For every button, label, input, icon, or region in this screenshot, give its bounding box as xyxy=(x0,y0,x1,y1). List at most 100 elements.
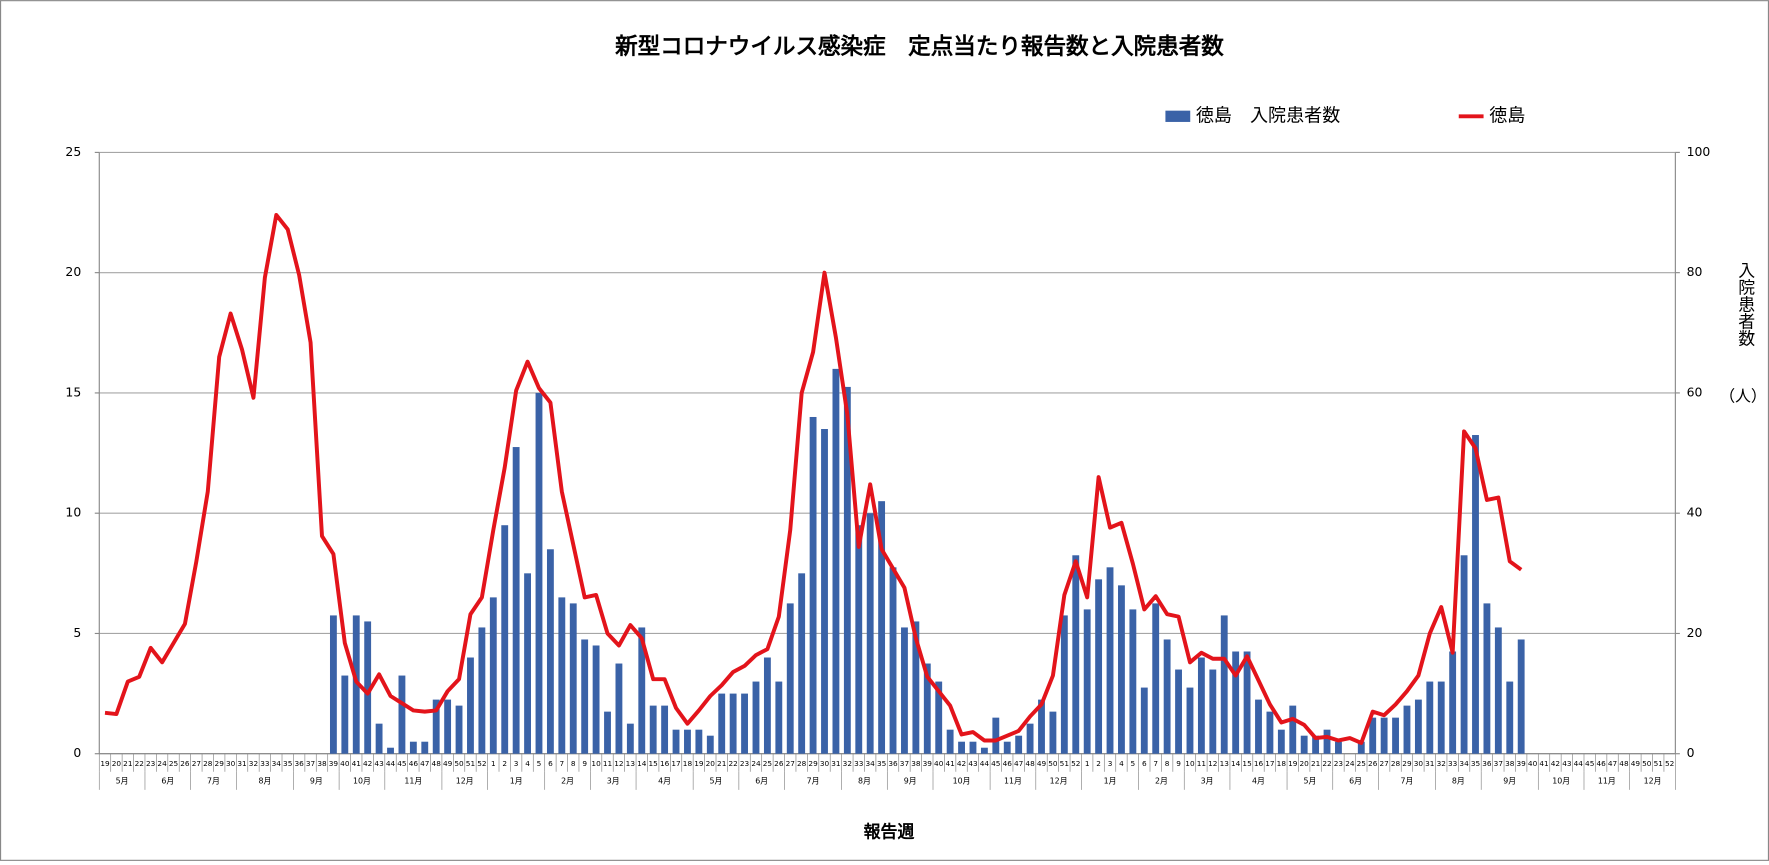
x-tick-label: 34 xyxy=(1459,759,1469,768)
bar xyxy=(1232,651,1240,754)
bar xyxy=(409,741,417,754)
bar xyxy=(1106,567,1114,754)
x-tick-label: 52 xyxy=(1665,759,1674,768)
x-tick-label: 6 xyxy=(1142,759,1147,768)
bar xyxy=(1277,729,1285,754)
x-tick-label: 28 xyxy=(1391,759,1401,768)
x-tick-label: 34 xyxy=(866,759,876,768)
x-tick-label: 27 xyxy=(192,759,202,768)
legend-label: 徳島 xyxy=(1489,105,1525,126)
month-label: 10月 xyxy=(1552,776,1570,785)
bar xyxy=(718,693,726,754)
month-label: 3月 xyxy=(1201,776,1214,785)
x-tick-label: 21 xyxy=(123,759,132,768)
bar xyxy=(980,747,988,754)
x-tick-label: 27 xyxy=(786,759,796,768)
bar xyxy=(935,681,943,754)
x-tick-label: 6 xyxy=(548,759,553,768)
x-tick-label: 20 xyxy=(1300,759,1310,768)
bar xyxy=(546,549,554,754)
x-tick-label: 26 xyxy=(774,759,784,768)
y-tick-label: 25 xyxy=(65,144,81,159)
x-tick-label: 24 xyxy=(157,759,167,768)
x-tick-label: 8 xyxy=(1165,759,1170,768)
x-tick-label: 31 xyxy=(831,759,840,768)
month-label: 8月 xyxy=(258,776,271,785)
month-label: 8月 xyxy=(858,776,871,785)
bar xyxy=(866,513,874,754)
x-tick-label: 45 xyxy=(397,759,407,768)
x-tick-label: 7 xyxy=(559,759,564,768)
x-tick-label: 48 xyxy=(1619,759,1629,768)
month-label: 6月 xyxy=(1349,776,1362,785)
x-tick-label: 35 xyxy=(877,759,887,768)
bar xyxy=(1369,717,1377,754)
x-tick-label: 1 xyxy=(491,759,496,768)
x-tick-label: 26 xyxy=(180,759,190,768)
bar xyxy=(1095,579,1103,754)
bar xyxy=(1003,741,1011,754)
bar xyxy=(1083,609,1091,754)
month-label: 8月 xyxy=(1452,776,1465,785)
x-tick-label: 26 xyxy=(1368,759,1378,768)
bar xyxy=(1312,735,1320,754)
x-tick-label: 33 xyxy=(1448,759,1458,768)
x-tick-label: 32 xyxy=(249,759,258,768)
month-label: 5月 xyxy=(710,776,723,785)
bar xyxy=(1483,603,1491,754)
bar xyxy=(444,699,452,754)
x-tick-label: 22 xyxy=(135,759,144,768)
month-label: 9月 xyxy=(904,776,917,785)
y-tick-label: 5 xyxy=(73,625,81,640)
x-tick-label: 34 xyxy=(272,759,282,768)
x-tick-label: 43 xyxy=(374,759,384,768)
x-tick-label: 10 xyxy=(1185,759,1195,768)
y2-tick-label: 80 xyxy=(1687,264,1703,279)
x-tick-label: 42 xyxy=(1551,759,1560,768)
x-tick-label: 5 xyxy=(1131,759,1136,768)
y-tick-label: 0 xyxy=(73,745,81,760)
bar xyxy=(364,621,372,754)
month-label: 1月 xyxy=(510,776,523,785)
x-tick-label: 40 xyxy=(340,759,350,768)
x-tick-label: 10 xyxy=(591,759,601,768)
bar xyxy=(524,573,531,754)
bar xyxy=(821,429,828,754)
y-tick-label: 15 xyxy=(65,384,81,399)
x-tick-label: 36 xyxy=(888,759,898,768)
x-tick-label: 17 xyxy=(1265,759,1275,768)
x-tick-label: 33 xyxy=(854,759,864,768)
x-tick-label: 39 xyxy=(923,759,933,768)
bar xyxy=(969,741,977,754)
bar xyxy=(661,705,669,754)
x-tick-label: 30 xyxy=(1414,759,1424,768)
x-tick-label: 36 xyxy=(294,759,304,768)
x-tick-label: 16 xyxy=(1254,759,1264,768)
month-label: 4月 xyxy=(1252,776,1265,785)
x-tick-label: 41 xyxy=(352,759,361,768)
month-label: 12月 xyxy=(1644,776,1662,785)
x-tick-label: 20 xyxy=(112,759,122,768)
month-label: 11月 xyxy=(1598,776,1616,785)
x-tick-label: 15 xyxy=(649,759,659,768)
x-tick-label: 50 xyxy=(1048,759,1058,768)
month-label: 4月 xyxy=(658,776,671,785)
x-tick-label: 11 xyxy=(603,759,612,768)
x-tick-label: 51 xyxy=(1654,759,1663,768)
bar xyxy=(901,627,908,754)
x-tick-label: 31 xyxy=(237,759,246,768)
bar xyxy=(1335,741,1342,754)
x-tick-label: 52 xyxy=(1071,759,1080,768)
x-tick-label: 46 xyxy=(409,759,419,768)
month-label: 12月 xyxy=(1050,776,1068,785)
bar xyxy=(923,663,931,754)
x-tick-label: 27 xyxy=(1379,759,1389,768)
bar xyxy=(1026,723,1034,754)
bar xyxy=(1289,705,1297,754)
x-tick-label: 31 xyxy=(1425,759,1434,768)
month-label: 1月 xyxy=(1104,776,1117,785)
bar xyxy=(843,386,851,754)
x-tick-label: 2 xyxy=(1096,759,1101,768)
y-tick-label: 10 xyxy=(65,505,81,520)
